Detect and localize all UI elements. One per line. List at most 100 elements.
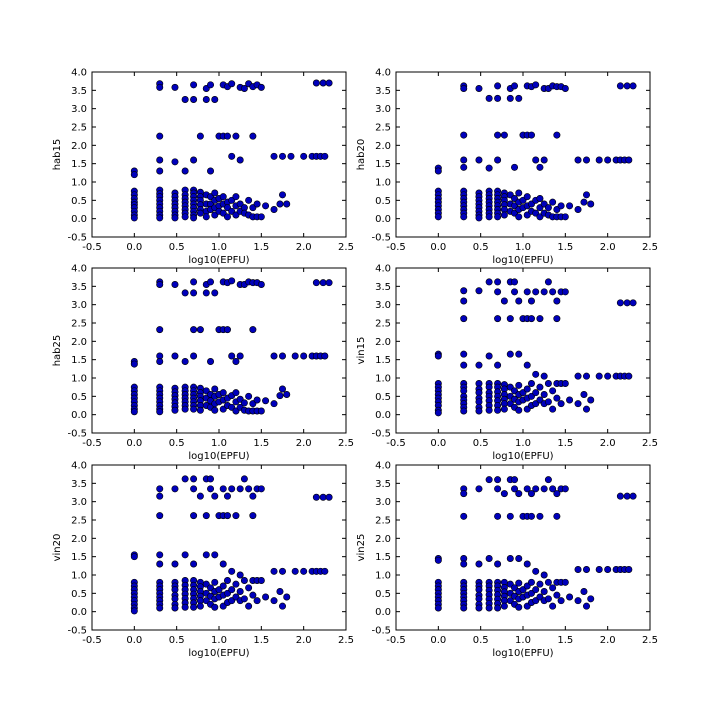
scatter-point [196,406,204,414]
scatter-point [156,214,164,222]
scatter-point [287,152,295,160]
scatter-point [494,485,502,493]
scatter-point [527,297,535,305]
y-tick-label: 4.0 [71,461,87,472]
scatter-point [278,385,286,393]
scatter-point [460,297,468,305]
scatter-point [553,394,561,402]
x-tick-label: 2.5 [338,438,354,449]
scatter-point [207,81,215,89]
scatter-point [202,213,210,221]
scatter-point [540,390,548,398]
scatter-point [219,389,227,397]
x-tick-label: 2.0 [296,438,312,449]
y-tick-label: 1.5 [375,159,391,170]
scatter-point [623,299,631,307]
scatter-point [300,352,308,360]
scatter-point [527,512,535,520]
scatter-point [460,512,468,520]
scatter-point [171,158,179,166]
scatter-point [604,565,612,573]
scatter-point [574,565,582,573]
scatter-point [500,405,508,413]
scatter-point [475,361,483,369]
scatter-point [574,372,582,380]
y-tick-label: 0.0 [375,410,391,421]
scatter-point [278,191,286,199]
scatter-point [625,372,633,380]
scatter-point [171,280,179,288]
scatter-point [500,131,508,139]
scatter-point [527,490,535,498]
y-tick-label: 2.0 [71,141,87,152]
scatter-point [511,278,519,286]
y-tick-label: 2.0 [375,534,391,545]
scatter-point [202,289,210,297]
scatter-point [532,389,540,397]
plot-frame [91,464,347,631]
y-tick-label: -0.5 [371,233,391,244]
scatter-point [211,189,219,197]
scatter-point [494,82,502,90]
scatter-point [494,406,502,414]
scatter-point [561,288,569,296]
x-tick-label: 1.0 [211,242,227,253]
y-tick-label: 1.5 [375,552,391,563]
scatter-point [130,408,138,416]
x-tick-label: 1.5 [557,635,573,646]
y-tick-label: 3.0 [375,104,391,115]
scatter-point [460,604,468,612]
scatter-point [561,85,569,93]
scatter-point [276,200,284,208]
scatter-point [485,213,493,221]
scatter-point [190,326,198,334]
scatter-point [202,512,210,520]
scatter-point [629,82,637,90]
scatter-point [319,493,327,501]
scatter-point [190,560,198,568]
x-axis-label: log10(EPFU) [188,451,249,462]
x-tick-label: 2.0 [600,635,616,646]
y-tick-label: 0.5 [375,589,391,600]
scatter-point [460,361,468,369]
scatter-point [532,567,540,575]
scatter-point [156,604,164,612]
scatter-point [181,357,189,365]
scatter-point [506,554,514,562]
y-tick-label: 0.5 [71,196,87,207]
scatter-point [236,485,244,493]
y-axis-label: vin15 [356,337,367,365]
scatter-point [223,132,231,140]
scatter-point [257,576,265,584]
scatter-point [485,554,493,562]
scatter-point [553,131,561,139]
scatter-point [253,200,261,208]
scatter-point [236,156,244,164]
scatter-point [540,156,548,164]
x-tick-label: 0.0 [126,242,142,253]
scatter-point [540,372,548,380]
scatter-point [574,206,582,214]
scatter-point [181,167,189,175]
y-tick-label: 2.5 [71,319,87,330]
scatter-point [540,288,548,296]
scatter-point [523,485,531,493]
scatter-point [196,209,204,217]
scatter-point [494,288,502,296]
scatter-point [625,156,633,164]
x-tick-label: 0.0 [126,438,142,449]
scatter-point [211,406,219,414]
scatter-point [511,485,519,493]
scatter-point [171,83,179,91]
scatter-point [553,591,561,599]
scatter-point [515,381,523,389]
scatter-point [312,79,320,87]
scatter-point [171,214,179,222]
scatter-point [245,485,253,493]
scatter-point [291,352,299,360]
scatter-point [532,288,540,296]
x-axis-label: log10(EPFU) [492,648,553,659]
scatter-point [240,475,248,483]
x-tick-label: -0.5 [82,635,102,646]
